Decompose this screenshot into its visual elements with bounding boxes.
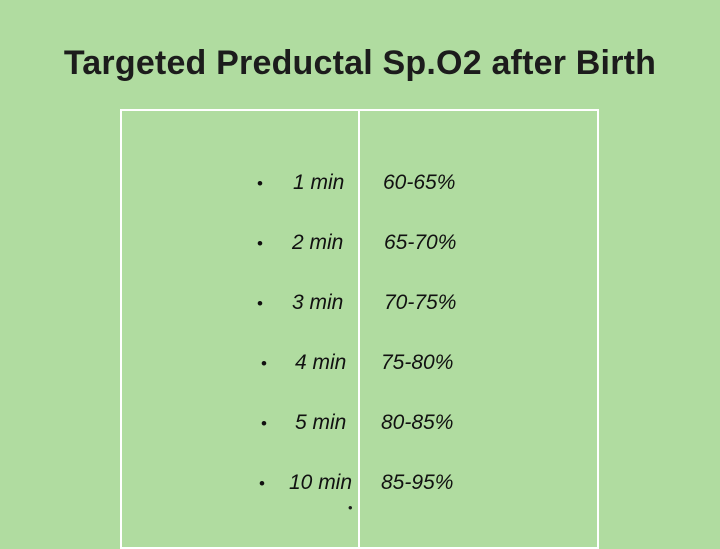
bullet-icon: • [257, 174, 263, 193]
trailing-bullet-icon: • [348, 500, 353, 515]
column-divider [358, 109, 360, 549]
list-item: • 1 min 60-65% [0, 171, 720, 201]
bullet-icon: • [257, 294, 263, 313]
spo2-range: 75-80% [381, 351, 454, 374]
bullet-icon: • [261, 414, 267, 433]
spo2-range: 65-70% [384, 231, 457, 254]
time-label: 10 min [289, 471, 353, 494]
time-label: 4 min [295, 351, 347, 374]
list-item: • 4 min 75-80% [0, 351, 720, 381]
bullet-icon: • [261, 354, 267, 373]
time-label: 1 min [293, 171, 345, 194]
time-label: 3 min [292, 291, 344, 314]
time-label: 5 min [295, 411, 347, 434]
spo2-range: 70-75% [384, 291, 457, 314]
bullet-icon: • [257, 234, 263, 253]
list-item: • 3 min 70-75% [0, 291, 720, 321]
list-item: • 2 min 65-70% [0, 231, 720, 261]
time-label: 2 min [292, 231, 344, 254]
spo2-range: 80-85% [381, 411, 454, 434]
list-item: • 10 min 85-95% [0, 471, 720, 501]
spo2-range: 85-95% [381, 471, 454, 494]
bullet-icon: • [259, 474, 265, 493]
slide-title: Targeted Preductal Sp.O2 after Birth [63, 44, 657, 82]
list-item: • 5 min 80-85% [0, 411, 720, 441]
spo2-range: 60-65% [383, 171, 456, 194]
